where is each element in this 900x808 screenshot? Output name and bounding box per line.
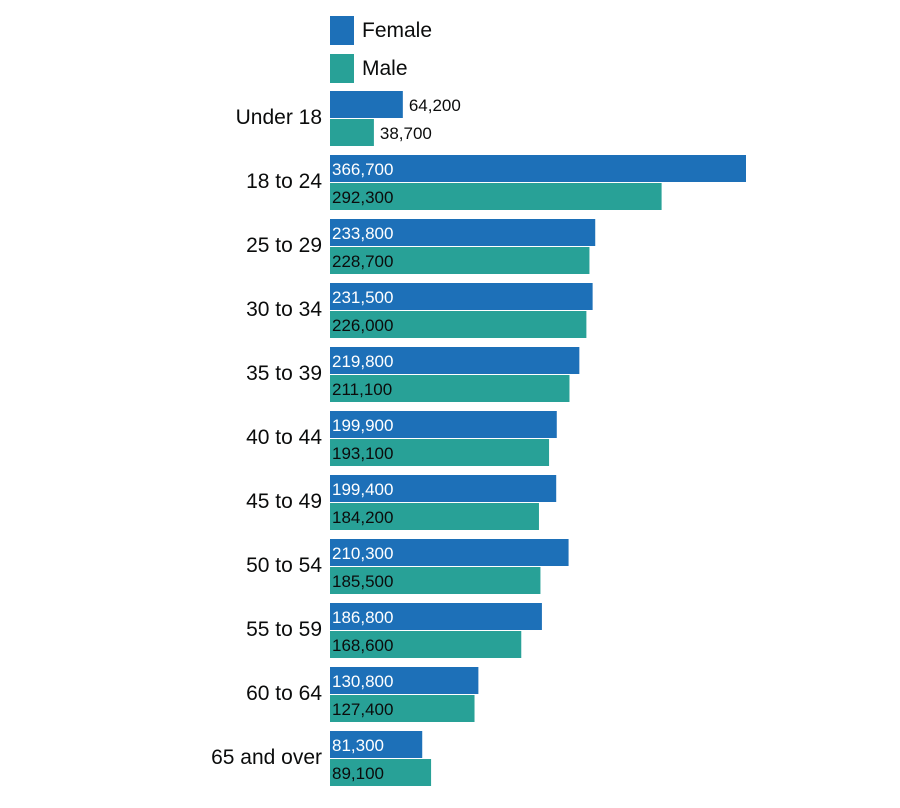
- bar-male: [330, 247, 590, 274]
- category-label: Under 18: [236, 106, 322, 129]
- bar-female: [330, 155, 746, 182]
- bar-male: [330, 375, 570, 402]
- category-label: 25 to 29: [246, 234, 322, 257]
- data-label-female: 186,800: [332, 608, 393, 627]
- data-label-female: 64,200: [409, 96, 461, 115]
- category-label: 45 to 49: [246, 490, 322, 513]
- bar-male: [330, 567, 541, 594]
- data-label-male: 89,100: [332, 764, 384, 783]
- data-label-female: 366,700: [332, 160, 393, 179]
- data-label-female: 231,500: [332, 288, 393, 307]
- bar-female: [330, 667, 479, 694]
- bar-male: [330, 759, 432, 786]
- data-label-male: 38,700: [380, 124, 432, 143]
- bar-male: [330, 183, 662, 210]
- data-label-female: 233,800: [332, 224, 393, 243]
- bar-male: [330, 439, 550, 466]
- data-label-male: 292,300: [332, 188, 393, 207]
- data-label-female: 81,300: [332, 736, 384, 755]
- category-label: 65 and over: [211, 746, 322, 769]
- data-label-male: 226,000: [332, 316, 393, 335]
- category-label: 50 to 54: [246, 554, 322, 577]
- data-label-female: 199,400: [332, 480, 393, 499]
- legend-swatch-male: [330, 54, 354, 83]
- category-label: 35 to 39: [246, 362, 322, 385]
- category-label: 40 to 44: [246, 426, 322, 449]
- data-label-male: 184,200: [332, 508, 393, 527]
- data-label-male: 168,600: [332, 636, 393, 655]
- data-label-female: 199,900: [332, 416, 393, 435]
- legend-label-female: Female: [362, 19, 432, 42]
- legend-label-male: Male: [362, 57, 408, 80]
- data-label-male: 211,100: [332, 380, 392, 399]
- data-label-male: 127,400: [332, 700, 393, 719]
- category-label: 55 to 59: [246, 618, 322, 641]
- data-label-male: 193,100: [332, 444, 393, 463]
- bar-female: [330, 219, 596, 246]
- legend-swatch-female: [330, 16, 354, 45]
- data-label-male: 228,700: [332, 252, 393, 271]
- category-label: 18 to 24: [246, 170, 322, 193]
- category-label: 30 to 34: [246, 298, 322, 321]
- bar-female: [330, 347, 580, 374]
- bar-female: [330, 731, 423, 758]
- data-label-female: 219,800: [332, 352, 393, 371]
- bar-female: [330, 411, 557, 438]
- data-label-female: 210,300: [332, 544, 393, 563]
- bar-female: [330, 603, 542, 630]
- data-label-female: 130,800: [332, 672, 393, 691]
- category-label: 60 to 64: [246, 682, 322, 705]
- bar-female: [330, 539, 569, 566]
- bar-male: [330, 311, 587, 338]
- bar-male: [330, 119, 374, 146]
- bar-female: [330, 475, 557, 502]
- bar-female: [330, 91, 403, 118]
- bar-male: [330, 503, 539, 530]
- bar-female: [330, 283, 593, 310]
- data-label-male: 185,500: [332, 572, 393, 591]
- bar-male: [330, 695, 475, 722]
- bar-male: [330, 631, 522, 658]
